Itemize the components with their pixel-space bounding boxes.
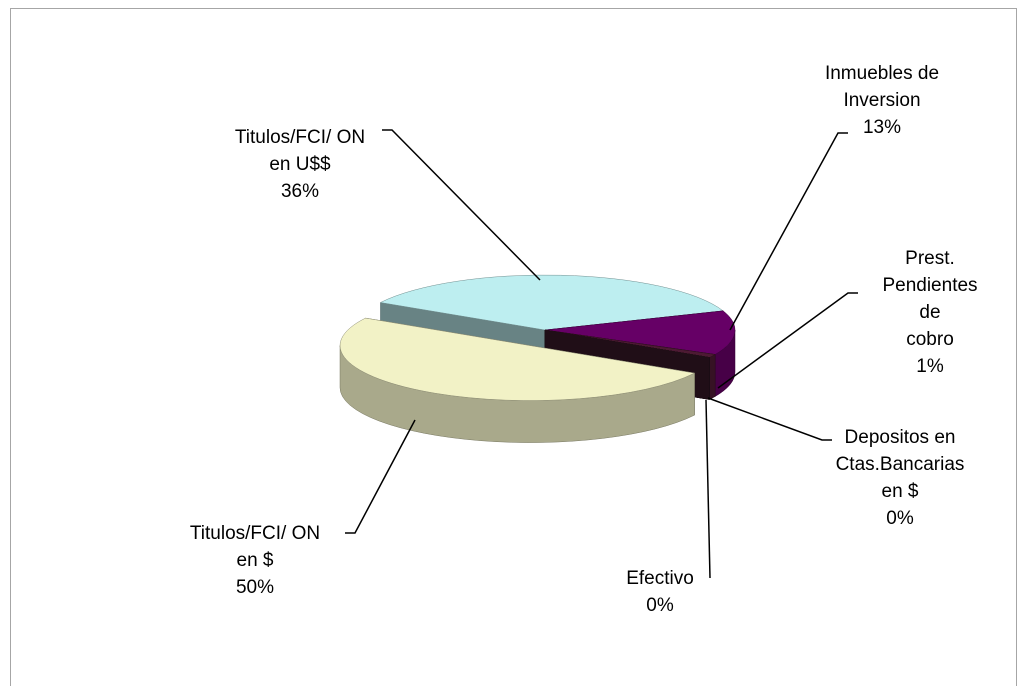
category-label: Prest. Pendientes de cobro (882, 248, 978, 350)
leader-line (707, 397, 832, 441)
leader-line (729, 132, 848, 331)
slice-wall (709, 354, 716, 400)
value-label: 36% (280, 181, 320, 202)
data-label: Depositos en Ctas.Bancarias en $ 0% (836, 424, 965, 532)
chart-border (10, 8, 1017, 686)
category-label: Titulos/FCI/ ON en U$$ (234, 127, 366, 175)
leader-line (705, 399, 711, 579)
data-label: Inmuebles de Inversion 13% (825, 60, 939, 141)
data-label: Titulos/FCI/ ON en $ 50% (190, 520, 320, 601)
leader-line (717, 292, 858, 389)
data-label: Titulos/FCI/ ON en U$$ 36% (235, 124, 365, 205)
leader-line (382, 129, 541, 281)
value-label: 0% (646, 595, 674, 616)
slice (339, 317, 696, 401)
value-label: 1% (916, 356, 944, 377)
category-label: Titulos/FCI/ ON en $ (189, 523, 321, 571)
slice (544, 310, 736, 355)
value-label: 0% (886, 508, 914, 529)
data-label: Efectivo 0% (626, 565, 694, 619)
category-label: Inmuebles de Inversion (824, 63, 940, 111)
leader-line (345, 419, 416, 534)
slice (379, 274, 724, 331)
data-label: Prest. Pendientes de cobro 1% (882, 245, 977, 380)
category-label: Efectivo (626, 568, 694, 589)
value-label: 50% (235, 577, 275, 598)
category-label: Depositos en Ctas.Bancarias en $ (835, 427, 965, 502)
value-label: 13% (862, 117, 902, 138)
